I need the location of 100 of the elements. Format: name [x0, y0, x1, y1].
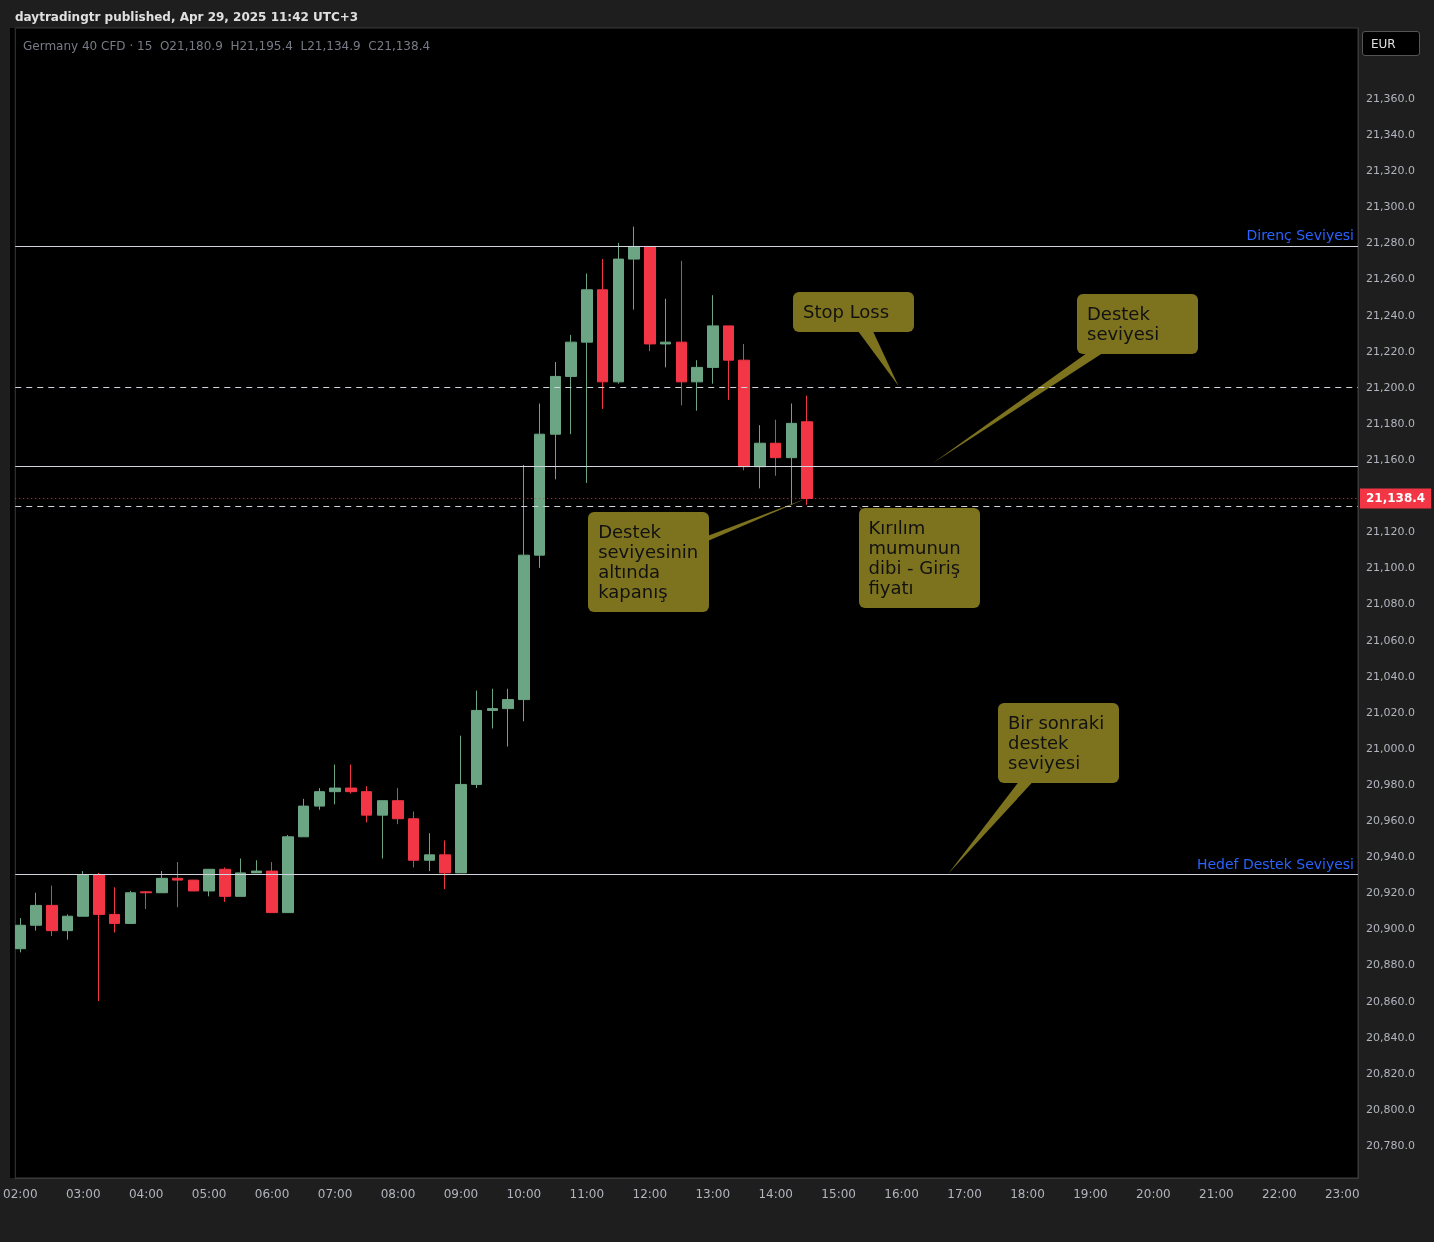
y-tick-label: 20,820.0 [1366, 1066, 1415, 1080]
candlestick [282, 834, 294, 914]
y-tick-label: 21,280.0 [1366, 236, 1415, 250]
ref-line-label: Hedef Destek Seviyesi [1196, 855, 1354, 872]
y-tick-label: 21,360.0 [1366, 91, 1415, 105]
x-tick-label: 03:00 [65, 1187, 101, 1201]
candlestick [455, 735, 467, 874]
y-tick-label: 20,880.0 [1366, 958, 1415, 972]
y-tick-label: 20,780.0 [1366, 1139, 1415, 1152]
candlestick [565, 334, 577, 435]
y-tick-label: 21,120.0 [1366, 525, 1415, 539]
x-tick-label: 13:00 [695, 1187, 731, 1201]
x-tick-label: 15:00 [821, 1187, 856, 1201]
y-tick-label: 21,220.0 [1366, 344, 1415, 358]
ref-line-label: 21,138.4 [1366, 491, 1426, 506]
candlestick [487, 688, 498, 729]
candlestick [424, 832, 435, 872]
candlestick [62, 913, 73, 941]
candlestick [361, 785, 372, 823]
candlestick [471, 690, 482, 789]
x-tick-label: 09:00 [443, 1187, 479, 1201]
candlestick [518, 464, 530, 722]
x-tick-label: 12:00 [632, 1187, 668, 1201]
candlestick [723, 325, 734, 401]
candlestick [345, 764, 357, 794]
x-tick-label: 18:00 [1010, 1187, 1045, 1201]
candlestick [408, 811, 419, 868]
y-tick-label: 21,060.0 [1366, 633, 1415, 647]
x-tick-label: 21:00 [1199, 1187, 1234, 1201]
y-tick-label: 20,940.0 [1366, 850, 1415, 864]
chart-title: daytradingtr published, Apr 29, 2025 11:42 UTC+3 [15, 10, 359, 24]
candlestick [392, 787, 404, 825]
candlestick [786, 403, 797, 506]
annotation: Stop Loss [793, 292, 914, 332]
candlestick [140, 890, 152, 910]
text: EUR [1362, 31, 1420, 56]
candlestick [219, 866, 231, 903]
x-tick-label: 06:00 [254, 1187, 290, 1201]
candlestick [46, 885, 58, 937]
candlestick [707, 294, 719, 385]
y-tick-label: 21,040.0 [1366, 669, 1415, 683]
y-tick-label: 21,340.0 [1366, 128, 1415, 142]
y-tick-label: 20,900.0 [1366, 922, 1415, 936]
candlestick [298, 798, 309, 838]
candlestick [188, 879, 199, 892]
annotation: Destek seviyesinin altında kapanış [588, 512, 710, 613]
candlestick [30, 892, 42, 932]
x-tick-label: 02:00 [2, 1187, 38, 1201]
x-tick-label: 19:00 [1073, 1187, 1108, 1201]
candlestick [77, 870, 89, 917]
candlestick [125, 890, 136, 924]
candlestick [597, 258, 608, 410]
candlestick [660, 298, 671, 368]
x-tick-label: 14:00 [758, 1187, 793, 1201]
candlestick [581, 273, 593, 484]
x-tick-label: 11:00 [569, 1187, 605, 1201]
candlestick [439, 839, 451, 890]
y-tick-label: 21,020.0 [1366, 705, 1415, 719]
candlestick [235, 857, 246, 897]
candlestick [377, 800, 388, 859]
y-tick-label: 21,180.0 [1366, 416, 1415, 430]
candlestick [314, 787, 325, 811]
x-tick-label: 08:00 [380, 1187, 416, 1201]
candlestick [15, 917, 26, 953]
x-tick-label: 23:00 [1324, 1187, 1360, 1201]
y-tick-label: 20,960.0 [1366, 814, 1415, 828]
candlestick [266, 861, 278, 914]
candlestick [613, 242, 624, 385]
candlestick [550, 361, 561, 480]
x-tick-label: 04:00 [128, 1187, 164, 1201]
y-tick-label: 21,320.0 [1366, 164, 1415, 178]
y-tick-label: 21,260.0 [1366, 272, 1415, 286]
y-tick-label: 20,800.0 [1366, 1102, 1415, 1116]
candlestick [644, 245, 656, 352]
y-tick-label: 20,860.0 [1366, 994, 1415, 1008]
x-tick-label: 10:00 [506, 1187, 542, 1201]
x-tick-label: 22:00 [1262, 1187, 1297, 1201]
y-tick-label: 21,300.0 [1366, 200, 1415, 214]
candlestick [738, 343, 750, 471]
x-tick-label: 20:00 [1136, 1187, 1171, 1201]
y-tick-label: 21,240.0 [1366, 308, 1415, 322]
y-tick-label: 20,980.0 [1366, 777, 1415, 791]
x-tick-label: 07:00 [317, 1187, 353, 1201]
y-tick-label: 21,200.0 [1366, 380, 1415, 394]
candlestick [203, 868, 215, 897]
candlestick [109, 886, 120, 933]
candlestick [93, 872, 105, 1002]
annotation: Destek seviyesi [1077, 294, 1198, 354]
candlestick [534, 403, 545, 569]
annotation: Kırılım mumunun dibi - Giriş fiyatı [858, 508, 980, 609]
candlestick [251, 859, 262, 874]
candlestick [502, 688, 514, 748]
annotation: Bir sonraki destek seviyesi [998, 703, 1119, 783]
x-tick-label: 17:00 [947, 1187, 982, 1201]
ref-line-label: Direnç Seviyesi [1246, 227, 1354, 244]
x-tick-label: 16:00 [884, 1187, 919, 1201]
y-tick-label: 20,920.0 [1366, 886, 1415, 900]
candlestick [172, 861, 183, 908]
candlestick [628, 226, 640, 311]
candlestick [754, 424, 766, 489]
